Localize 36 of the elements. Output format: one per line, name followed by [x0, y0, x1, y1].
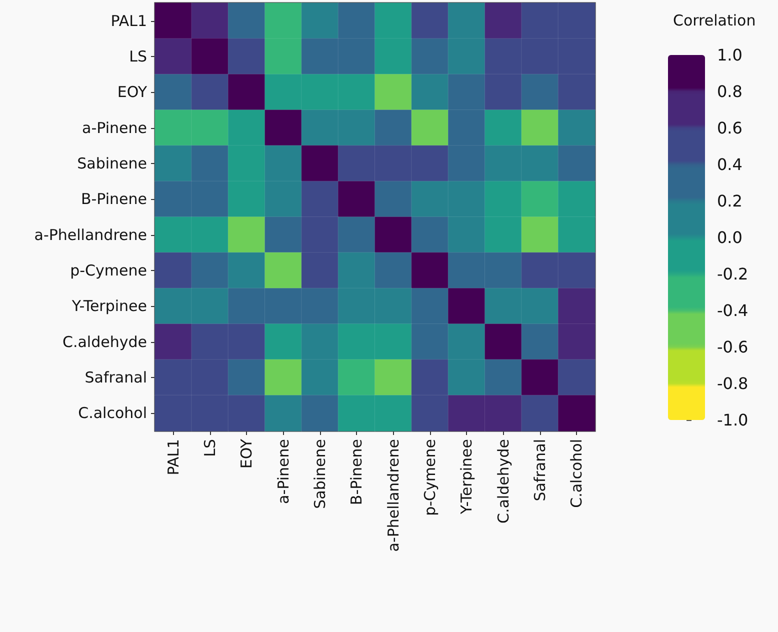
y-tick-label: C.aldehyde — [62, 332, 147, 351]
x-tick-label: EOY — [238, 438, 256, 469]
y-tick-label: EOY — [117, 83, 148, 102]
color-bar-label: 0.8 — [717, 82, 742, 101]
color-bar-label: -1.0 — [717, 410, 748, 430]
color-bar-label: -0.2 — [717, 264, 748, 284]
color-bar-label: -0.8 — [717, 374, 748, 393]
x-tick-label: p-Cymene — [421, 439, 439, 516]
y-tick-label: Y-Terpinee — [70, 297, 147, 316]
x-tick-label: PAL1 — [164, 439, 182, 476]
x-tick-label: Safranal — [531, 439, 549, 502]
color-bar-label: 1.0 — [717, 46, 742, 64]
color-bar-label: -0.6 — [717, 338, 748, 356]
x-tick-label: C.alcohol — [568, 439, 586, 508]
x-tick-label: a-Pinene — [274, 439, 292, 504]
y-tick-label: Safranal — [84, 368, 147, 386]
color-bar-label: 0.4 — [717, 155, 742, 174]
color-bar-label: 0.2 — [717, 192, 742, 210]
color-bar-label: 0.0 — [717, 228, 742, 247]
y-tick-label: C.alcohol — [78, 404, 147, 422]
x-tick-label: a-Phellandrene — [384, 439, 402, 552]
color-bar-label: 0.6 — [717, 118, 742, 138]
color-bar-title: Correlation — [673, 12, 756, 30]
x-tick-label: Y-Terpinee — [458, 439, 476, 516]
x-tick-label: LS — [201, 439, 219, 457]
y-tick-label: Sabinene — [77, 154, 147, 172]
x-tick-label: Sabinene — [311, 439, 329, 509]
y-tick-label: PAL1 — [110, 12, 147, 30]
y-tick-label: B-Pinene — [80, 190, 147, 208]
y-tick-label: a-Pinene — [82, 118, 147, 137]
color-bar-label: -0.4 — [717, 301, 748, 320]
y-tick-label: a-Phellandrene — [34, 226, 147, 244]
y-tick-label: LS — [129, 48, 147, 66]
y-tick-label: p-Cymene — [70, 262, 147, 280]
x-tick-label: C.aldehyde — [494, 439, 512, 524]
x-tick-label: B-Pinene — [348, 439, 366, 506]
